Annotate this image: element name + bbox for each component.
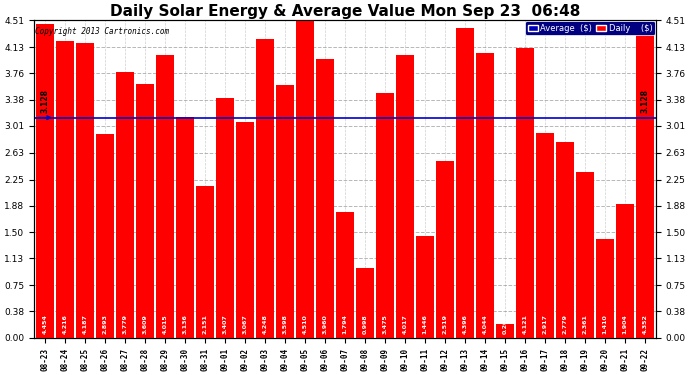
Bar [136, 84, 154, 338]
Text: 4.396: 4.396 [462, 315, 468, 334]
Text: Copyright 2013 Cartronics.com: Copyright 2013 Cartronics.com [35, 27, 169, 36]
Bar [216, 98, 234, 338]
Bar [296, 20, 314, 338]
Text: 4.121: 4.121 [522, 315, 527, 334]
Bar [356, 268, 374, 338]
Text: 3.609: 3.609 [143, 315, 148, 334]
Text: 4.510: 4.510 [302, 315, 308, 334]
Text: 3.779: 3.779 [123, 315, 128, 334]
Text: 1.794: 1.794 [342, 315, 348, 334]
Text: 4.015: 4.015 [163, 315, 168, 334]
Bar [575, 172, 594, 338]
Text: 4.017: 4.017 [402, 315, 408, 334]
Text: 2.361: 2.361 [582, 315, 587, 334]
Text: 2.519: 2.519 [442, 315, 448, 334]
Text: 4.187: 4.187 [83, 315, 88, 334]
Legend: Average  ($), Daily    ($): Average ($), Daily ($) [525, 21, 655, 35]
Text: 3.136: 3.136 [183, 315, 188, 334]
Bar [276, 85, 294, 338]
Bar [116, 72, 135, 338]
Text: 2.779: 2.779 [562, 315, 567, 334]
Text: 3.960: 3.960 [322, 315, 328, 334]
Bar [176, 117, 194, 338]
Text: 2.917: 2.917 [542, 315, 547, 334]
Text: 2.893: 2.893 [103, 315, 108, 334]
Bar [496, 324, 514, 338]
Text: 4.044: 4.044 [482, 315, 488, 334]
Bar [456, 28, 474, 338]
Bar [236, 122, 254, 338]
Bar [476, 53, 494, 338]
Bar [336, 211, 354, 338]
Text: 4.352: 4.352 [642, 315, 647, 334]
Bar [36, 24, 55, 338]
Text: 1.446: 1.446 [422, 315, 428, 334]
Bar [595, 238, 614, 338]
Bar [96, 134, 115, 338]
Text: 1.410: 1.410 [602, 315, 607, 334]
Text: 4.454: 4.454 [43, 315, 48, 334]
Title: Daily Solar Energy & Average Value Mon Sep 23  06:48: Daily Solar Energy & Average Value Mon S… [110, 4, 580, 19]
Bar [56, 41, 75, 338]
Bar [76, 43, 95, 338]
Bar [156, 55, 174, 338]
Bar [416, 236, 434, 338]
Text: 3.475: 3.475 [382, 315, 388, 334]
Bar [635, 32, 654, 338]
Text: 3.128: 3.128 [640, 90, 649, 114]
Text: 0.998: 0.998 [362, 315, 368, 334]
Text: 3.067: 3.067 [242, 315, 248, 334]
Bar [376, 93, 394, 338]
Bar [256, 39, 274, 338]
Text: 0.203: 0.203 [502, 315, 507, 334]
Bar [436, 160, 454, 338]
Text: 2.151: 2.151 [202, 315, 208, 334]
Text: 3.128: 3.128 [41, 90, 50, 114]
Text: 4.248: 4.248 [262, 315, 268, 334]
Text: 3.598: 3.598 [282, 315, 288, 334]
Text: 1.904: 1.904 [622, 315, 627, 334]
Bar [536, 132, 554, 338]
Bar [396, 55, 414, 338]
Bar [196, 186, 214, 338]
Bar [516, 48, 534, 338]
Bar [555, 142, 574, 338]
Bar [615, 204, 634, 338]
Text: 4.216: 4.216 [63, 315, 68, 334]
Text: 3.407: 3.407 [222, 315, 228, 334]
Bar [316, 59, 334, 338]
